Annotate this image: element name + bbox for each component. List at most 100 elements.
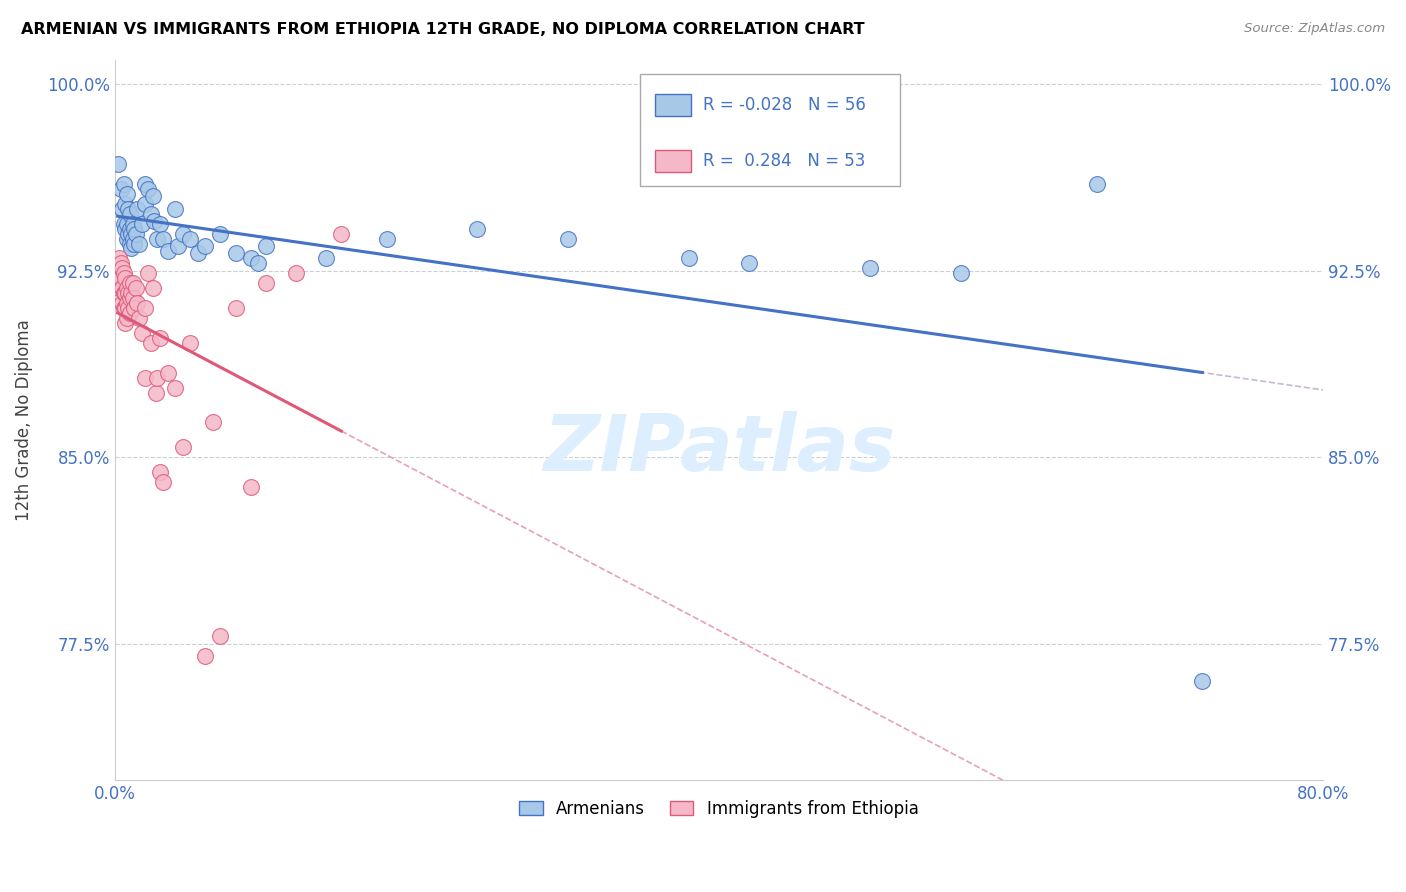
Point <box>209 227 232 241</box>
Point <box>239 252 262 266</box>
Point <box>143 214 166 228</box>
Point <box>172 440 194 454</box>
Point <box>117 202 139 216</box>
Point <box>225 301 247 315</box>
Point <box>139 207 162 221</box>
Point <box>111 296 134 310</box>
Text: R = -0.028   N = 56: R = -0.028 N = 56 <box>703 96 866 114</box>
Point <box>149 331 172 345</box>
Point <box>247 256 270 270</box>
Point <box>254 239 277 253</box>
Text: R =  0.284   N = 53: R = 0.284 N = 53 <box>703 153 866 170</box>
FancyBboxPatch shape <box>655 151 692 172</box>
Point <box>115 296 138 310</box>
Point <box>111 281 134 295</box>
Legend: Armenians, Immigrants from Ethiopia: Armenians, Immigrants from Ethiopia <box>510 791 927 826</box>
Point <box>141 281 163 295</box>
Point <box>124 221 146 235</box>
Point <box>112 301 135 315</box>
Point <box>120 227 142 241</box>
Point <box>115 231 138 245</box>
Point <box>678 252 700 266</box>
Point <box>167 239 190 253</box>
Point <box>131 326 153 340</box>
Point <box>1191 673 1213 688</box>
Point <box>115 217 138 231</box>
Point <box>149 465 172 479</box>
FancyBboxPatch shape <box>640 74 900 186</box>
Point <box>124 301 146 315</box>
Point <box>165 202 187 216</box>
Point <box>128 311 150 326</box>
Point <box>111 261 134 276</box>
Point <box>128 236 150 251</box>
Text: ARMENIAN VS IMMIGRANTS FROM ETHIOPIA 12TH GRADE, NO DIPLOMA CORRELATION CHART: ARMENIAN VS IMMIGRANTS FROM ETHIOPIA 12T… <box>21 22 865 37</box>
Point <box>179 231 201 245</box>
Point <box>156 366 179 380</box>
Point <box>315 252 337 266</box>
Point <box>117 286 139 301</box>
Point <box>165 381 187 395</box>
Point <box>152 475 174 489</box>
Point <box>254 277 277 291</box>
Point <box>114 301 136 315</box>
Point <box>136 182 159 196</box>
Point <box>111 202 134 216</box>
Point <box>134 177 156 191</box>
Point <box>136 266 159 280</box>
Point <box>141 189 163 203</box>
Point <box>112 266 135 280</box>
Point <box>179 335 201 350</box>
Point <box>112 177 135 191</box>
Point <box>118 236 141 251</box>
Point <box>134 370 156 384</box>
Point <box>557 231 579 245</box>
Point <box>115 281 138 295</box>
Point <box>115 311 138 326</box>
Point <box>117 301 139 315</box>
Point <box>127 296 149 310</box>
Point <box>949 266 972 280</box>
Y-axis label: 12th Grade, No Diploma: 12th Grade, No Diploma <box>15 319 32 521</box>
Point <box>187 246 209 260</box>
Point <box>1085 177 1108 191</box>
Point <box>146 231 169 245</box>
Point <box>110 271 132 285</box>
Point <box>108 281 131 295</box>
Point <box>149 217 172 231</box>
Point <box>107 277 129 291</box>
Point <box>156 244 179 258</box>
Point <box>738 256 761 270</box>
Point <box>120 242 142 256</box>
Point <box>134 301 156 315</box>
Point <box>120 286 142 301</box>
Point <box>118 277 141 291</box>
Point <box>209 629 232 643</box>
Point <box>115 186 138 201</box>
Text: Source: ZipAtlas.com: Source: ZipAtlas.com <box>1244 22 1385 36</box>
Point <box>125 227 148 241</box>
Point <box>114 196 136 211</box>
Point <box>146 370 169 384</box>
Point <box>118 291 141 305</box>
Point <box>114 271 136 285</box>
Point <box>108 252 131 266</box>
Point <box>118 207 141 221</box>
Point <box>125 281 148 295</box>
Point <box>107 157 129 171</box>
Point <box>124 236 146 251</box>
Point <box>110 256 132 270</box>
Point <box>112 217 135 231</box>
Text: ZIPatlas: ZIPatlas <box>543 411 896 487</box>
Point <box>114 221 136 235</box>
Point <box>117 227 139 241</box>
Point <box>114 286 136 301</box>
Point <box>110 182 132 196</box>
Point <box>194 239 217 253</box>
Point <box>375 231 398 245</box>
Point <box>285 266 308 280</box>
Point <box>122 231 145 245</box>
Point <box>127 202 149 216</box>
Point <box>112 286 135 301</box>
Point <box>145 385 167 400</box>
